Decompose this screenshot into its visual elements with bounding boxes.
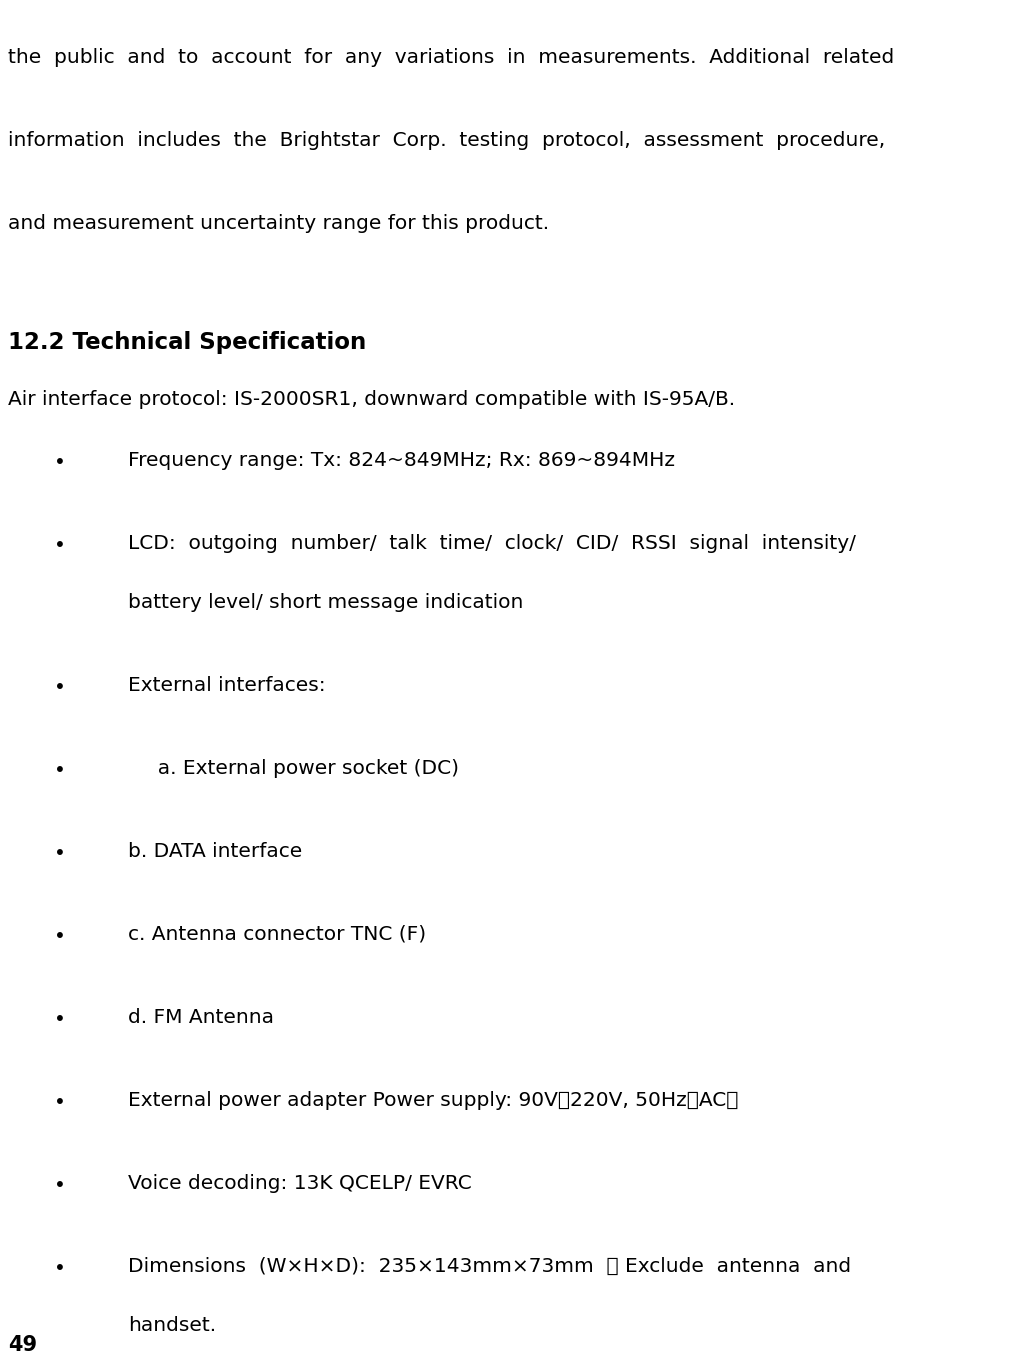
Text: Air interface protocol: IS-2000SR1, downward compatible with IS-95A/B.: Air interface protocol: IS-2000SR1, down… bbox=[8, 390, 735, 409]
Text: c. Antenna connector TNC (F): c. Antenna connector TNC (F) bbox=[128, 925, 426, 944]
Text: •: • bbox=[54, 1259, 66, 1278]
Text: External interfaces:: External interfaces: bbox=[128, 675, 325, 694]
Text: •: • bbox=[54, 926, 66, 945]
Text: b. DATA interface: b. DATA interface bbox=[128, 842, 303, 861]
Text: Frequency range: Tx: 824~849MHz; Rx: 869~894MHz: Frequency range: Tx: 824~849MHz; Rx: 869… bbox=[128, 450, 675, 469]
Text: 49: 49 bbox=[8, 1335, 37, 1354]
Text: External power adapter Power supply: 90V～220V, 50Hz（AC）: External power adapter Power supply: 90V… bbox=[128, 1091, 739, 1109]
Text: the  public  and  to  account  for  any  variations  in  measurements.  Addition: the public and to account for any variat… bbox=[8, 48, 895, 67]
Text: •: • bbox=[54, 761, 66, 780]
Text: •: • bbox=[54, 1009, 66, 1028]
Text: LCD:  outgoing  number/  talk  time/  clock/  CID/  RSSI  signal  intensity/: LCD: outgoing number/ talk time/ clock/ … bbox=[128, 533, 856, 552]
Text: and measurement uncertainty range for this product.: and measurement uncertainty range for th… bbox=[8, 214, 549, 233]
Text: Dimensions  (W×H×D):  235×143mm×73mm  （ Exclude  antenna  and: Dimensions (W×H×D): 235×143mm×73mm （ Exc… bbox=[128, 1256, 852, 1275]
Text: •: • bbox=[54, 453, 66, 472]
Text: •: • bbox=[54, 536, 66, 555]
Text: •: • bbox=[54, 1093, 66, 1112]
Text: •: • bbox=[54, 843, 66, 862]
Text: battery level/ short message indication: battery level/ short message indication bbox=[128, 592, 523, 611]
Text: d. FM Antenna: d. FM Antenna bbox=[128, 1008, 274, 1027]
Text: information  includes  the  Brightstar  Corp.  testing  protocol,  assessment  p: information includes the Brightstar Corp… bbox=[8, 131, 885, 150]
Text: 12.2 Technical Specification: 12.2 Technical Specification bbox=[8, 330, 366, 353]
Text: a. External power socket (DC): a. External power socket (DC) bbox=[145, 758, 459, 777]
Text: Voice decoding: 13K QCELP/ EVRC: Voice decoding: 13K QCELP/ EVRC bbox=[128, 1173, 472, 1192]
Text: •: • bbox=[54, 1176, 66, 1195]
Text: handset.: handset. bbox=[128, 1316, 216, 1334]
Text: •: • bbox=[54, 678, 66, 697]
